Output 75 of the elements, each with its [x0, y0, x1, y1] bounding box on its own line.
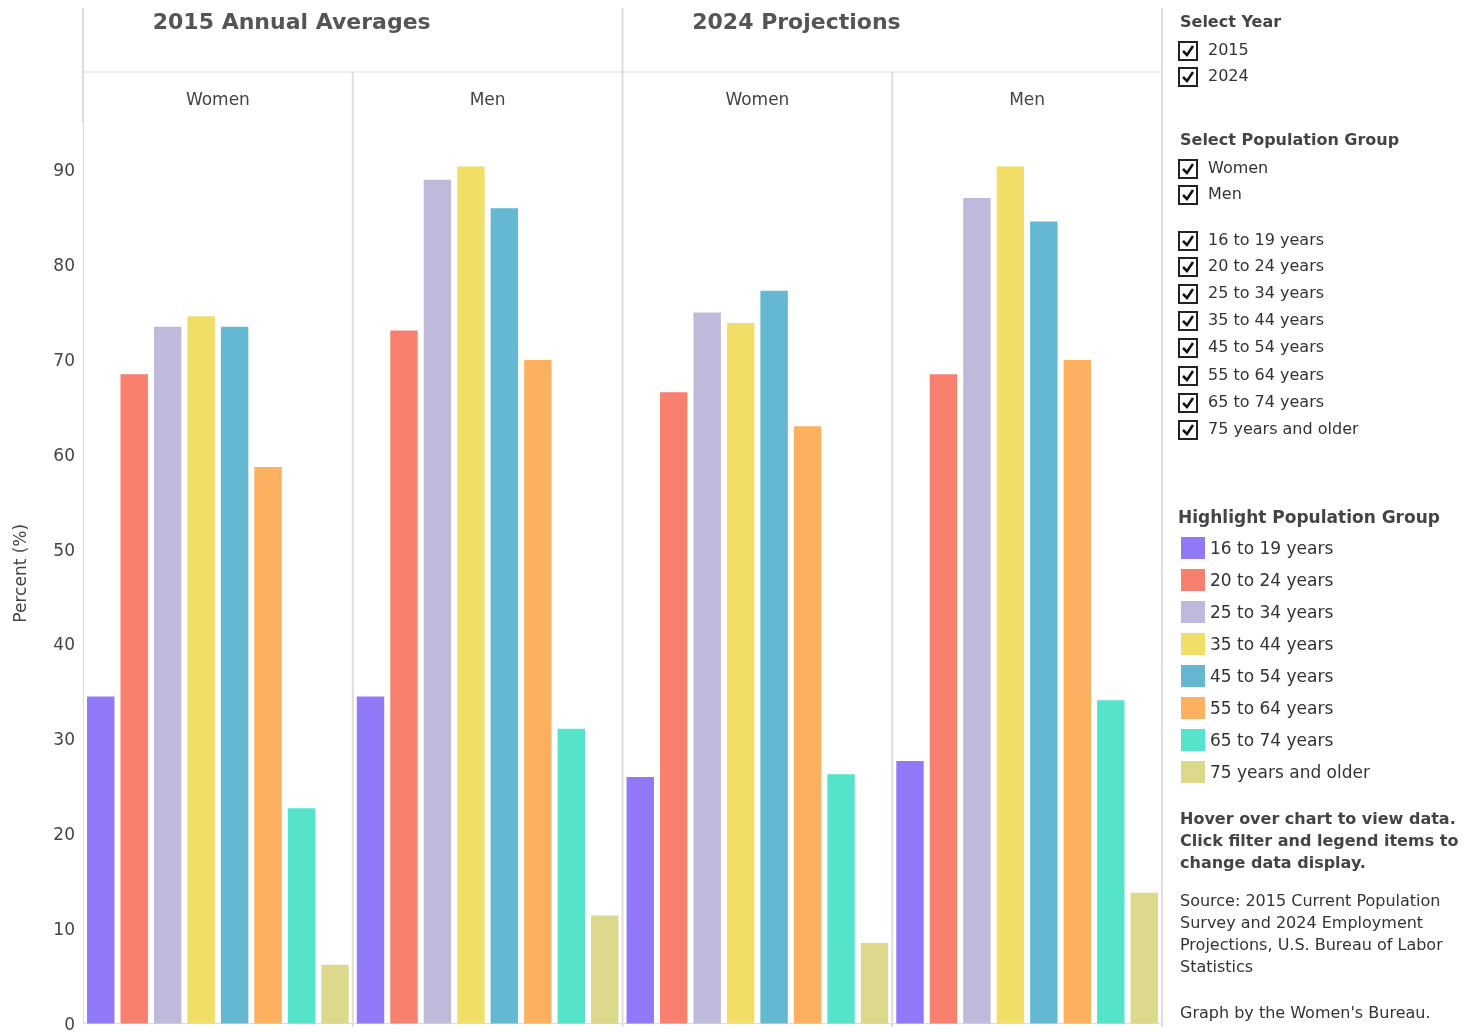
- bar: [660, 392, 688, 1024]
- bar: [963, 197, 991, 1024]
- bar: [120, 374, 148, 1024]
- text: Select Population Group: [1180, 130, 1400, 149]
- legend-label: 65 to 74 years: [1210, 730, 1334, 750]
- x-tick-label: Women: [185, 88, 250, 109]
- text: 75 years and older: [1208, 419, 1359, 438]
- bar: [254, 467, 282, 1024]
- text: 2024: [1208, 66, 1249, 85]
- y-tick-label: 60: [53, 444, 75, 465]
- bar: [87, 696, 115, 1024]
- y-tick-label: 70: [53, 349, 75, 370]
- bar: [793, 426, 822, 1024]
- legend-label: 16 to 19 years: [1210, 538, 1334, 558]
- text: Women: [1208, 158, 1269, 177]
- bar: [827, 774, 855, 1024]
- y-tick-label: 0: [64, 1013, 75, 1032]
- y-tick-label: 10: [53, 918, 75, 939]
- bar: [423, 179, 452, 1024]
- text: Select Year: [1180, 12, 1282, 31]
- bar: [557, 728, 585, 1024]
- y-tick-label: 80: [53, 255, 75, 276]
- bar: [490, 208, 519, 1024]
- legend-label: 35 to 44 years: [1210, 634, 1334, 654]
- text: Graph by the Women's Bureau.: [1180, 1002, 1432, 1024]
- bar: [321, 964, 349, 1024]
- source-note: Source: 2015 Current Population Survey and 2024 Employment Projections, U.S. Bureau of Labor Statistics: [1180, 890, 1444, 978]
- bar: [591, 915, 619, 1024]
- text: 20 to 24 years: [1208, 256, 1325, 275]
- legend-label: 75 years and older: [1210, 762, 1370, 782]
- x-tick-label: Men: [469, 88, 506, 109]
- text: 65 to 74 years: [1208, 392, 1325, 411]
- text: 55 to 64 years: [1208, 365, 1325, 384]
- bar: [457, 166, 485, 1024]
- bar: [996, 166, 1025, 1024]
- bar: [760, 290, 788, 1024]
- text: 16 to 19 years: [1208, 230, 1325, 249]
- x-tick-label: Women: [725, 88, 790, 109]
- legend-label: 55 to 64 years: [1210, 698, 1334, 718]
- legend-title: Highlight Population Group: [1178, 506, 1440, 527]
- bar: [187, 316, 215, 1024]
- text: Men: [1208, 184, 1242, 203]
- text: 2015 Annual Averages: [152, 8, 431, 34]
- bar: [896, 760, 924, 1024]
- bar: [860, 942, 889, 1024]
- y-tick-label: 90: [53, 160, 75, 181]
- bar: [524, 359, 552, 1024]
- text: 45 to 54 years: [1208, 337, 1325, 356]
- legend-label: 45 to 54 years: [1210, 666, 1334, 686]
- y-tick-label: 50: [53, 539, 75, 560]
- x-tick-label: Men: [1009, 88, 1046, 109]
- legend-label: 25 to 34 years: [1210, 602, 1334, 622]
- y-axis-title: Percent (%): [9, 523, 30, 623]
- bar: [356, 696, 385, 1024]
- bar: [1097, 700, 1125, 1024]
- bar: [1030, 221, 1058, 1024]
- text: 25 to 34 years: [1208, 283, 1325, 302]
- bar: [390, 330, 418, 1024]
- y-tick-label: 20: [53, 823, 75, 844]
- legend-label: 20 to 24 years: [1210, 570, 1334, 590]
- bar: [153, 326, 182, 1024]
- bar: [693, 312, 721, 1024]
- y-tick-label: 40: [53, 634, 75, 655]
- bar: [929, 374, 958, 1024]
- y-tick-label: 30: [53, 729, 75, 750]
- text: 2024 Projections: [692, 8, 901, 34]
- bar: [1063, 359, 1092, 1024]
- text: 2015: [1208, 40, 1249, 59]
- bar: [220, 326, 249, 1024]
- bar: [726, 323, 755, 1024]
- bar: [1130, 892, 1158, 1024]
- bar: [287, 808, 316, 1024]
- text: 35 to 44 years: [1208, 310, 1325, 329]
- text: Hover over chart to view data. Click filter and legend items to change data display.: [1180, 808, 1460, 874]
- bar: [626, 777, 654, 1024]
